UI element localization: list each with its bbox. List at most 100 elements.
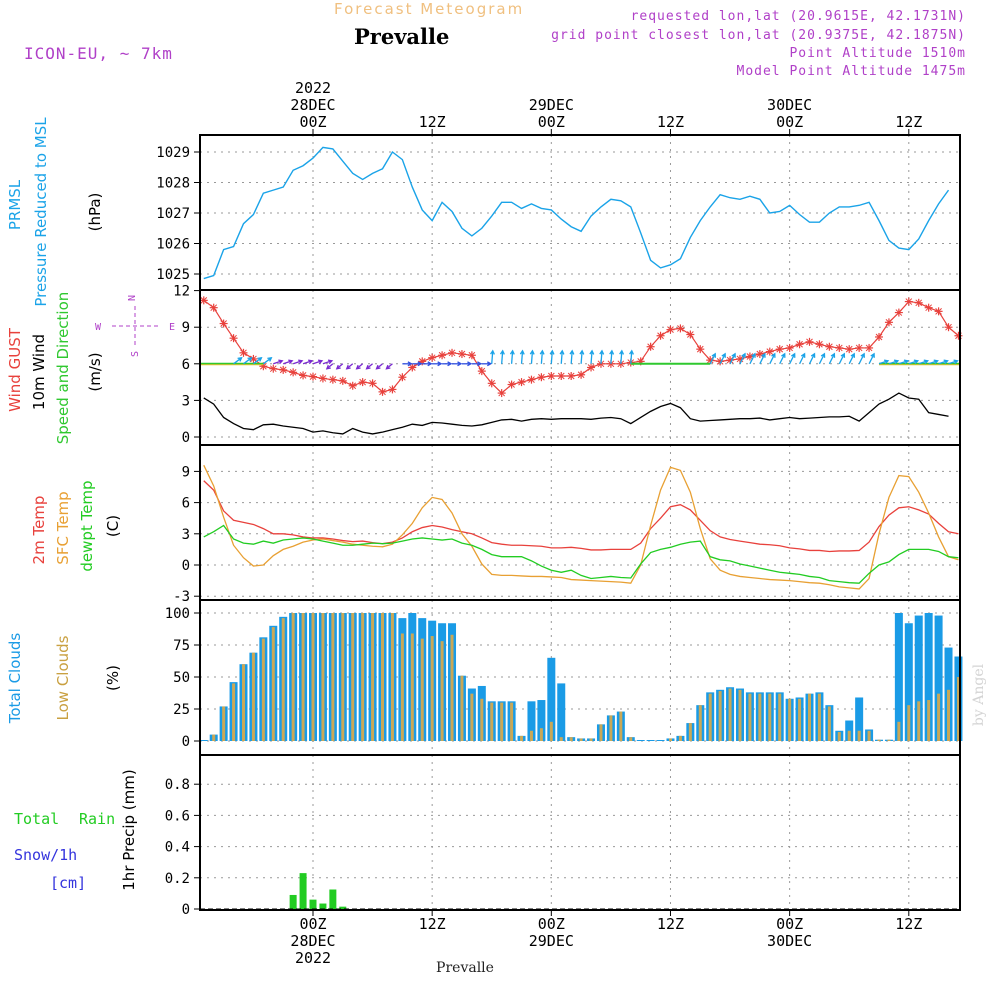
wind-gust-point [309,372,317,381]
temp-label-dewpt: dewpt Temp [78,480,96,571]
wind-gust-point [934,307,943,316]
gust-marker-d2 [667,326,674,333]
wind-dir-arrow-head [883,359,890,365]
low-clouds-bar [569,737,573,741]
x-bottom-label: 30DEC [767,932,812,950]
low-clouds-bar [808,693,811,741]
wind-dir-arrow-head [427,361,433,367]
low-clouds-bar [857,730,861,741]
low-clouds-bar [877,739,881,741]
y-tick-label: 1025 [156,267,190,283]
low-clouds-bar [788,698,792,741]
y-tick-label: -3 [173,589,190,605]
wind-dir-arrow [322,360,333,365]
precip-label-total: Total [14,810,59,828]
gust-marker-d2 [508,381,515,388]
wind-gust-point [676,324,685,333]
wind-dir-arrow [749,353,756,365]
low-clouds-bar [609,715,613,741]
compass-n: N [127,295,138,301]
wind-dir-arrow-head [830,352,836,358]
low-clouds-bar [460,675,464,741]
x-top-label: 12Z [657,113,684,131]
low-clouds-bar [867,730,871,741]
wind-dir-arrow-head [810,352,816,358]
x-top-label: 30DEC [767,96,812,114]
total-clouds-bar [924,613,933,741]
low-clouds-bar [758,693,762,741]
wind-gust-point [785,343,794,352]
location-title: Prevalle [354,24,450,49]
wind-gust-point [815,340,824,349]
gust-marker-d2 [279,366,287,374]
wind-gust-point [845,345,854,354]
wind-dir-arrow-head [711,352,716,358]
wind-dir-arrow-head [477,361,483,367]
data-layer [112,146,963,910]
gust-marker-d2 [438,351,446,359]
low-clouds-bar [768,693,772,741]
low-clouds-bar [629,737,633,741]
pressure-label-msl: Pressure Reduced to MSL [32,117,50,307]
gust-marker-d2 [875,333,883,341]
total-clouds-bar [904,623,913,741]
precip-bar [329,889,337,909]
total-clouds-bar [527,701,536,741]
wind-gust-point [269,364,278,373]
low-clouds-bar [688,723,692,741]
x-top-label: 28DEC [290,96,335,114]
wind-dir-arrow [510,350,514,364]
footer-location: Prevalle [436,960,494,976]
wind-dir-arrow [898,360,909,365]
wind-dir-arrow-head [549,349,555,355]
wind-dir-arrow-head [499,349,505,355]
wind-gust-point [199,296,208,305]
wind-dir-arrow-head [486,361,493,367]
gust-marker-d2 [796,340,803,348]
wind-gust-point [795,340,804,349]
wind-gust-point [289,368,298,377]
x-top-label: 00Z [299,113,326,131]
wind-gust-point [696,345,705,354]
low-clouds-bar [490,702,494,741]
y-tick-label: 9 [182,464,190,480]
wind-dir-arrow-head [893,359,900,365]
wind-dir-arrow [808,353,816,365]
low-clouds-bar [718,691,722,741]
model-altitude: Model Point Altitude 1475m [736,64,966,79]
wind-gust-point [487,379,496,388]
low-clouds-bar [728,688,732,741]
gust-marker-d2 [865,344,873,352]
gust-marker-d2 [835,344,843,352]
low-clouds-bar [837,732,841,741]
low-clouds-bar [708,693,712,741]
low-clouds-bar [589,738,593,741]
wind-gust-point [865,343,874,352]
low-clouds-bar [440,641,444,741]
gust-marker-d2 [925,304,933,312]
low-clouds-bar [887,739,891,741]
text-layer: 1025 1026 1027 1028 1029 0 3 6 9 12 -3 0 3 6 9 0 25 50 75 1… [6,79,987,976]
point-altitude: Point Altitude 1510m [789,46,966,61]
low-clouds-bar [371,613,375,741]
y-tick-label: 0.6 [165,808,190,824]
wind-gust-point [517,378,526,387]
gust-marker-d2 [269,365,277,373]
wind-dir-arrow-head [345,364,351,370]
gust-marker-d2 [935,307,942,315]
wind-dir-arrow-head [559,349,565,355]
wind-dir-arrow-head [457,361,463,367]
wind-dir-arrow [729,353,736,365]
wind-dir-arrow-head [529,349,535,355]
gust-marker-d2 [736,355,744,363]
wind-gust-point [328,375,337,384]
gust-marker-d2 [309,373,317,380]
wind-dir-arrow-head [923,359,930,365]
wind-dir-arrow-head [721,352,726,358]
wind-dir-arrow-head [860,352,865,358]
gust-marker-d2 [528,376,535,384]
compass-e: E [169,322,175,333]
gust-marker-d2 [488,379,496,387]
low-clouds-bar [271,627,275,741]
low-clouds-bar [241,664,245,741]
